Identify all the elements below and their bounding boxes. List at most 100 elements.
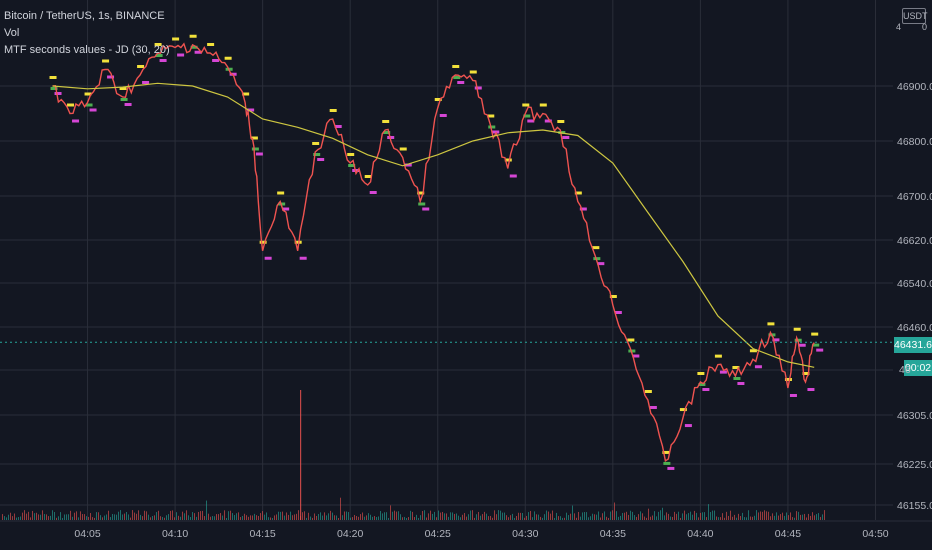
volume-bar: [254, 513, 255, 520]
marker-high: [224, 56, 232, 60]
marker-low: [614, 311, 622, 314]
marker-mid: [348, 164, 356, 167]
marker-high: [557, 120, 565, 123]
volume-bar: [250, 515, 251, 520]
marker-mid: [251, 147, 259, 151]
volume-bar: [102, 517, 103, 520]
volume-bar: [70, 510, 71, 520]
legend-indicator[interactable]: MTF seconds values - JD (30, 20): [4, 44, 170, 56]
volume-bar: [662, 507, 663, 520]
volume-bar: [106, 514, 107, 520]
volume-bar: [452, 512, 453, 520]
x-tick-label: 04:20: [337, 528, 363, 540]
marker-low: [597, 262, 605, 266]
volume-bar: [740, 516, 741, 520]
marker-high: [784, 378, 792, 381]
volume-bar: [780, 514, 781, 520]
marker-high: [504, 158, 512, 162]
marker-high: [364, 175, 372, 178]
volume-bar: [6, 517, 7, 520]
y-tick-label: 46900.00: [897, 81, 932, 93]
volume-bar: [702, 512, 703, 520]
volume-bar: [272, 517, 273, 520]
volume-bar: [766, 511, 767, 520]
marker-low: [632, 354, 640, 358]
volume-bar: [676, 513, 677, 520]
x-tick-label: 04:45: [775, 528, 801, 540]
time-axis[interactable]: 04:05 04:10 04:15 04:20 04:25 04:30 04:35 04:40…: [74, 528, 888, 540]
volume-bar: [340, 497, 341, 520]
volume-bar: [690, 511, 691, 520]
volume-bar: [776, 512, 777, 520]
legend-symbol[interactable]: Bitcoin / TetherUS, 1s, BINANCE: [4, 10, 165, 22]
marker-mid: [698, 383, 706, 386]
marker-high: [539, 103, 547, 107]
volume-bar: [34, 513, 35, 520]
marker-low: [282, 207, 290, 211]
volume-bar: [308, 512, 309, 520]
volume-bar: [356, 515, 357, 520]
volume-bar: [222, 515, 223, 520]
volume-bar: [596, 514, 597, 520]
volume-bar: [42, 510, 43, 520]
volume-bar: [32, 510, 33, 520]
volume-bar: [122, 514, 123, 520]
volume-bar: [630, 510, 631, 520]
volume-bar: [212, 516, 213, 520]
volume-bar: [322, 515, 323, 520]
volume-bar: [480, 515, 481, 520]
volume-bar: [680, 517, 681, 520]
volume-bar: [464, 513, 465, 520]
marker-low: [439, 114, 447, 117]
volume-bar: [302, 512, 303, 520]
volume-bar: [90, 513, 91, 520]
marker-mid: [190, 45, 198, 49]
last-price-tag: 46431.64: [894, 337, 932, 353]
volume-bar: [92, 517, 93, 520]
marker-high: [417, 191, 425, 195]
marker-high: [793, 327, 801, 331]
volume-bar: [420, 515, 421, 520]
marker-high: [102, 59, 110, 63]
volume-bar: [18, 517, 19, 520]
marker-mid: [733, 377, 741, 380]
volume-bar: [556, 512, 557, 520]
marker-high: [119, 87, 127, 90]
currency-label[interactable]: USDT: [902, 8, 928, 24]
volume-bar: [824, 510, 825, 520]
volume-bar: [202, 510, 203, 520]
marker-mid: [812, 343, 820, 347]
volume-bar: [738, 513, 739, 520]
marker-mid: [155, 54, 163, 57]
marker-low: [142, 81, 150, 84]
volume-bar: [136, 513, 137, 520]
volume-bar: [502, 512, 503, 520]
volume-bar: [570, 513, 571, 520]
volume-bar: [76, 511, 77, 520]
volume-bar: [706, 517, 707, 520]
marker-mid: [120, 98, 128, 101]
volume-bar: [446, 513, 447, 520]
volume-bar: [772, 513, 773, 520]
volume-bar: [198, 511, 199, 520]
volume-bar: [496, 514, 497, 520]
volume-bar: [352, 517, 353, 520]
volume-bar: [562, 517, 563, 520]
volume-bar: [280, 511, 281, 520]
volume-bar: [378, 516, 379, 520]
volume-bar: [546, 510, 547, 520]
volume-bar: [348, 512, 349, 520]
volume-bar: [8, 514, 9, 520]
volume-bar: [482, 514, 483, 520]
volume-bar: [248, 516, 249, 520]
legend-volume[interactable]: Vol: [4, 27, 20, 39]
volume-bar: [14, 513, 15, 520]
volume-bar: [494, 510, 495, 520]
volume-bar: [362, 512, 363, 520]
y-tick-label: 46460.00: [897, 322, 932, 334]
volume-bar: [166, 515, 167, 520]
price-axis[interactable]: 46155.00 46225.00 46305.00 46460.00 46540.00…: [897, 81, 932, 512]
volume-bar: [260, 513, 261, 520]
volume-bar: [144, 510, 145, 520]
